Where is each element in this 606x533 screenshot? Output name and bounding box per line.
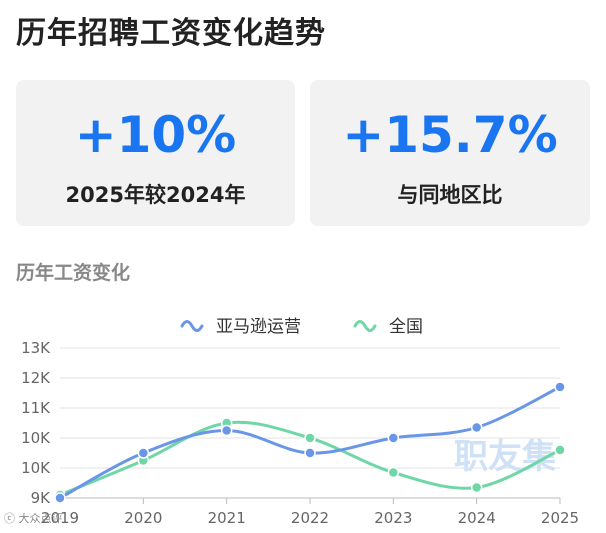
data-point-series-2[interactable] [304, 432, 316, 444]
x-tick-label: 2025 [541, 509, 579, 527]
y-tick-label: 10K [21, 429, 51, 447]
legend-swatch-icon [353, 320, 377, 332]
section-title: 历年工资变化 [16, 262, 131, 284]
x-tick-label: 2022 [291, 509, 329, 527]
data-point-series-1[interactable] [220, 424, 233, 437]
data-point-series-1[interactable] [387, 432, 400, 444]
y-tick-label: 9K [31, 489, 52, 507]
axis-labels: 9K 10K 10K 11K 12K 13K 2019 2020 2021 2022 2023 202… [21, 339, 579, 527]
y-tick-label: 12K [21, 369, 51, 387]
x-tick-label: 2019 [41, 509, 79, 527]
stat-card-yoy: +10% 2025年较2024年 [16, 80, 295, 226]
data-point-series-1[interactable] [54, 492, 66, 504]
stat-label-yoy: 2025年较2024年 [65, 183, 246, 207]
y-tick-label: 11K [21, 399, 51, 417]
stat-value-yoy: +10% [74, 106, 237, 164]
data-point-series-2[interactable] [387, 466, 400, 479]
x-tick-label: 2024 [458, 509, 496, 527]
data-point-series-1[interactable] [137, 447, 150, 459]
corner-watermark: ⓒ 大众点评 [4, 511, 63, 525]
legend: 亚马逊运营 全国 [180, 317, 423, 337]
legend-label[interactable]: 亚马逊运营 [216, 317, 301, 337]
stat-label-region: 与同地区比 [397, 183, 503, 207]
data-point-series-2[interactable] [470, 481, 483, 494]
data-point-series-2[interactable] [554, 444, 566, 456]
data-point-series-1[interactable] [304, 447, 316, 459]
y-tick-label: 10K [21, 459, 51, 477]
x-tick-label: 2023 [374, 509, 412, 527]
data-point-series-1[interactable] [470, 421, 483, 434]
stat-value-region: +15.7% [342, 106, 558, 164]
legend-swatch-icon [180, 320, 204, 332]
data-point-series-1[interactable] [554, 381, 566, 393]
series-layer [54, 381, 566, 504]
page-title: 历年招聘工资变化趋势 [16, 16, 326, 51]
watermark: 职友集 [454, 437, 556, 477]
x-tick-label: 2020 [124, 509, 162, 527]
y-tick-label: 13K [21, 339, 51, 357]
salary-line-chart: 9K 10K 10K 11K 12K 13K 2019 2020 2021 2022 2023 202… [4, 317, 579, 527]
stat-card-region: +15.7% 与同地区比 [310, 80, 590, 226]
legend-label[interactable]: 全国 [389, 317, 423, 337]
x-tick-label: 2021 [208, 509, 246, 527]
